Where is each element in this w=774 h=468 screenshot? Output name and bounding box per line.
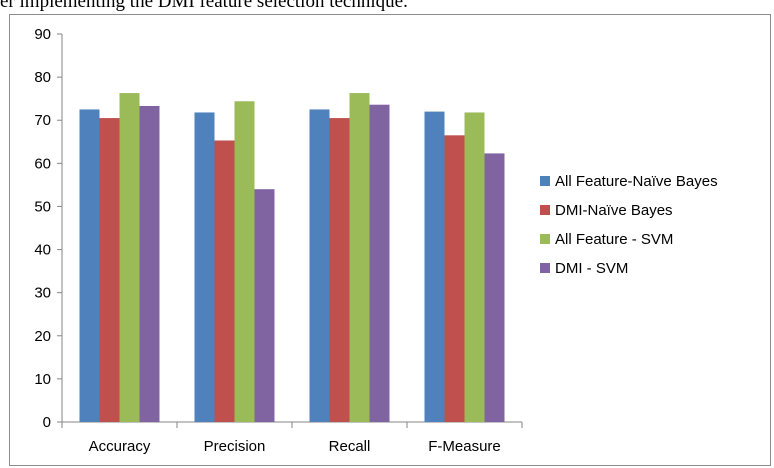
y-tick-label: 50 — [34, 198, 51, 215]
y-tick-label: 70 — [34, 112, 51, 129]
legend-label: DMI-Naïve Bayes — [555, 202, 673, 219]
legend-label: DMI - SVM — [555, 260, 628, 277]
x-category-label: Recall — [329, 438, 371, 455]
bar-recall-series-3 — [349, 93, 370, 422]
legend-swatch — [540, 176, 550, 186]
bar-precision-series-2 — [214, 140, 235, 423]
y-tick-label: 10 — [34, 371, 51, 388]
y-tick-label: 0 — [43, 414, 51, 431]
legend-label: All Feature-Naïve Bayes — [555, 173, 718, 190]
y-tick-label: 90 — [34, 26, 51, 43]
legend-swatch — [540, 205, 550, 215]
bar-recall-series-1 — [309, 109, 330, 422]
bar-precision-series-4 — [254, 189, 275, 422]
y-tick-label: 30 — [34, 285, 51, 302]
x-category-label: Precision — [204, 438, 266, 455]
y-tick-label: 80 — [34, 69, 51, 86]
y-tick-label: 60 — [34, 155, 51, 172]
y-tick-label: 20 — [34, 328, 51, 345]
bar-precision-series-3 — [234, 101, 255, 423]
bar-f-measure-series-2 — [444, 135, 465, 423]
bar-precision-series-1 — [194, 112, 215, 422]
bar-recall-series-4 — [369, 104, 390, 423]
bar-accuracy-series-1 — [79, 109, 100, 422]
x-category-label: F-Measure — [428, 438, 501, 455]
y-tick-label: 40 — [34, 242, 51, 259]
legend-label: All Feature - SVM — [555, 231, 673, 248]
bar-f-measure-series-3 — [464, 112, 485, 422]
x-category-label: Accuracy — [89, 438, 151, 455]
legend-swatch — [540, 263, 550, 273]
bar-f-measure-series-4 — [484, 153, 505, 422]
figure-caption: er implementing the DMI feature selectio… — [0, 0, 408, 12]
bar-accuracy-series-3 — [119, 93, 140, 422]
bar-accuracy-series-2 — [99, 118, 120, 423]
bar-accuracy-series-4 — [139, 105, 160, 423]
bar-recall-series-2 — [329, 118, 350, 423]
legend-swatch — [540, 234, 550, 244]
bar-f-measure-series-1 — [424, 111, 445, 422]
